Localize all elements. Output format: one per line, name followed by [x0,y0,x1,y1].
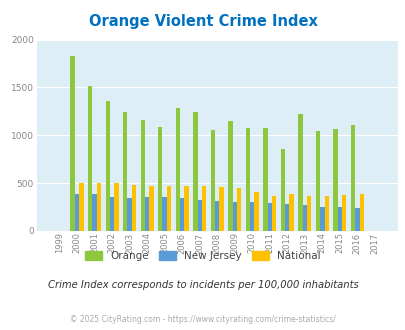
Text: Crime Index corresponds to incidents per 100,000 inhabitants: Crime Index corresponds to incidents per… [47,280,358,290]
Bar [289,194,293,231]
Bar [105,101,110,231]
Bar [254,192,258,231]
Bar [215,201,219,231]
Bar [302,205,306,231]
Bar [210,130,215,231]
Bar [70,56,75,231]
Bar [320,207,324,231]
Bar [237,188,241,231]
Text: © 2025 CityRating.com - https://www.cityrating.com/crime-statistics/: © 2025 CityRating.com - https://www.city… [70,315,335,324]
Text: Orange Violent Crime Index: Orange Violent Crime Index [88,14,317,29]
Bar [267,203,271,231]
Bar [145,197,149,231]
Bar [193,112,197,231]
Bar [271,196,276,231]
Bar [354,208,359,231]
Bar [158,127,162,231]
Bar [232,202,237,231]
Bar [110,197,114,231]
Bar [324,196,328,231]
Bar [92,194,96,231]
Bar [179,198,184,231]
Bar [249,202,254,231]
Bar [114,183,118,231]
Bar [166,186,171,231]
Bar [201,186,206,231]
Bar [96,183,101,231]
Bar [75,194,79,231]
Bar [140,120,145,231]
Bar [280,149,284,231]
Bar [162,197,166,231]
Bar [197,200,201,231]
Bar [284,204,289,231]
Bar [306,196,311,231]
Bar [350,125,354,231]
Bar [184,186,188,231]
Legend: Orange, New Jersey, National: Orange, New Jersey, National [82,248,323,264]
Bar [127,197,132,231]
Bar [262,128,267,231]
Bar [175,108,179,231]
Bar [79,183,83,231]
Bar [337,207,341,231]
Bar [132,185,136,231]
Bar [298,114,302,231]
Bar [315,131,320,231]
Bar [123,112,127,231]
Bar [88,86,92,231]
Bar [149,186,153,231]
Bar [341,195,345,231]
Bar [228,121,232,231]
Bar [219,187,223,231]
Bar [359,194,363,231]
Bar [333,129,337,231]
Bar [245,128,249,231]
